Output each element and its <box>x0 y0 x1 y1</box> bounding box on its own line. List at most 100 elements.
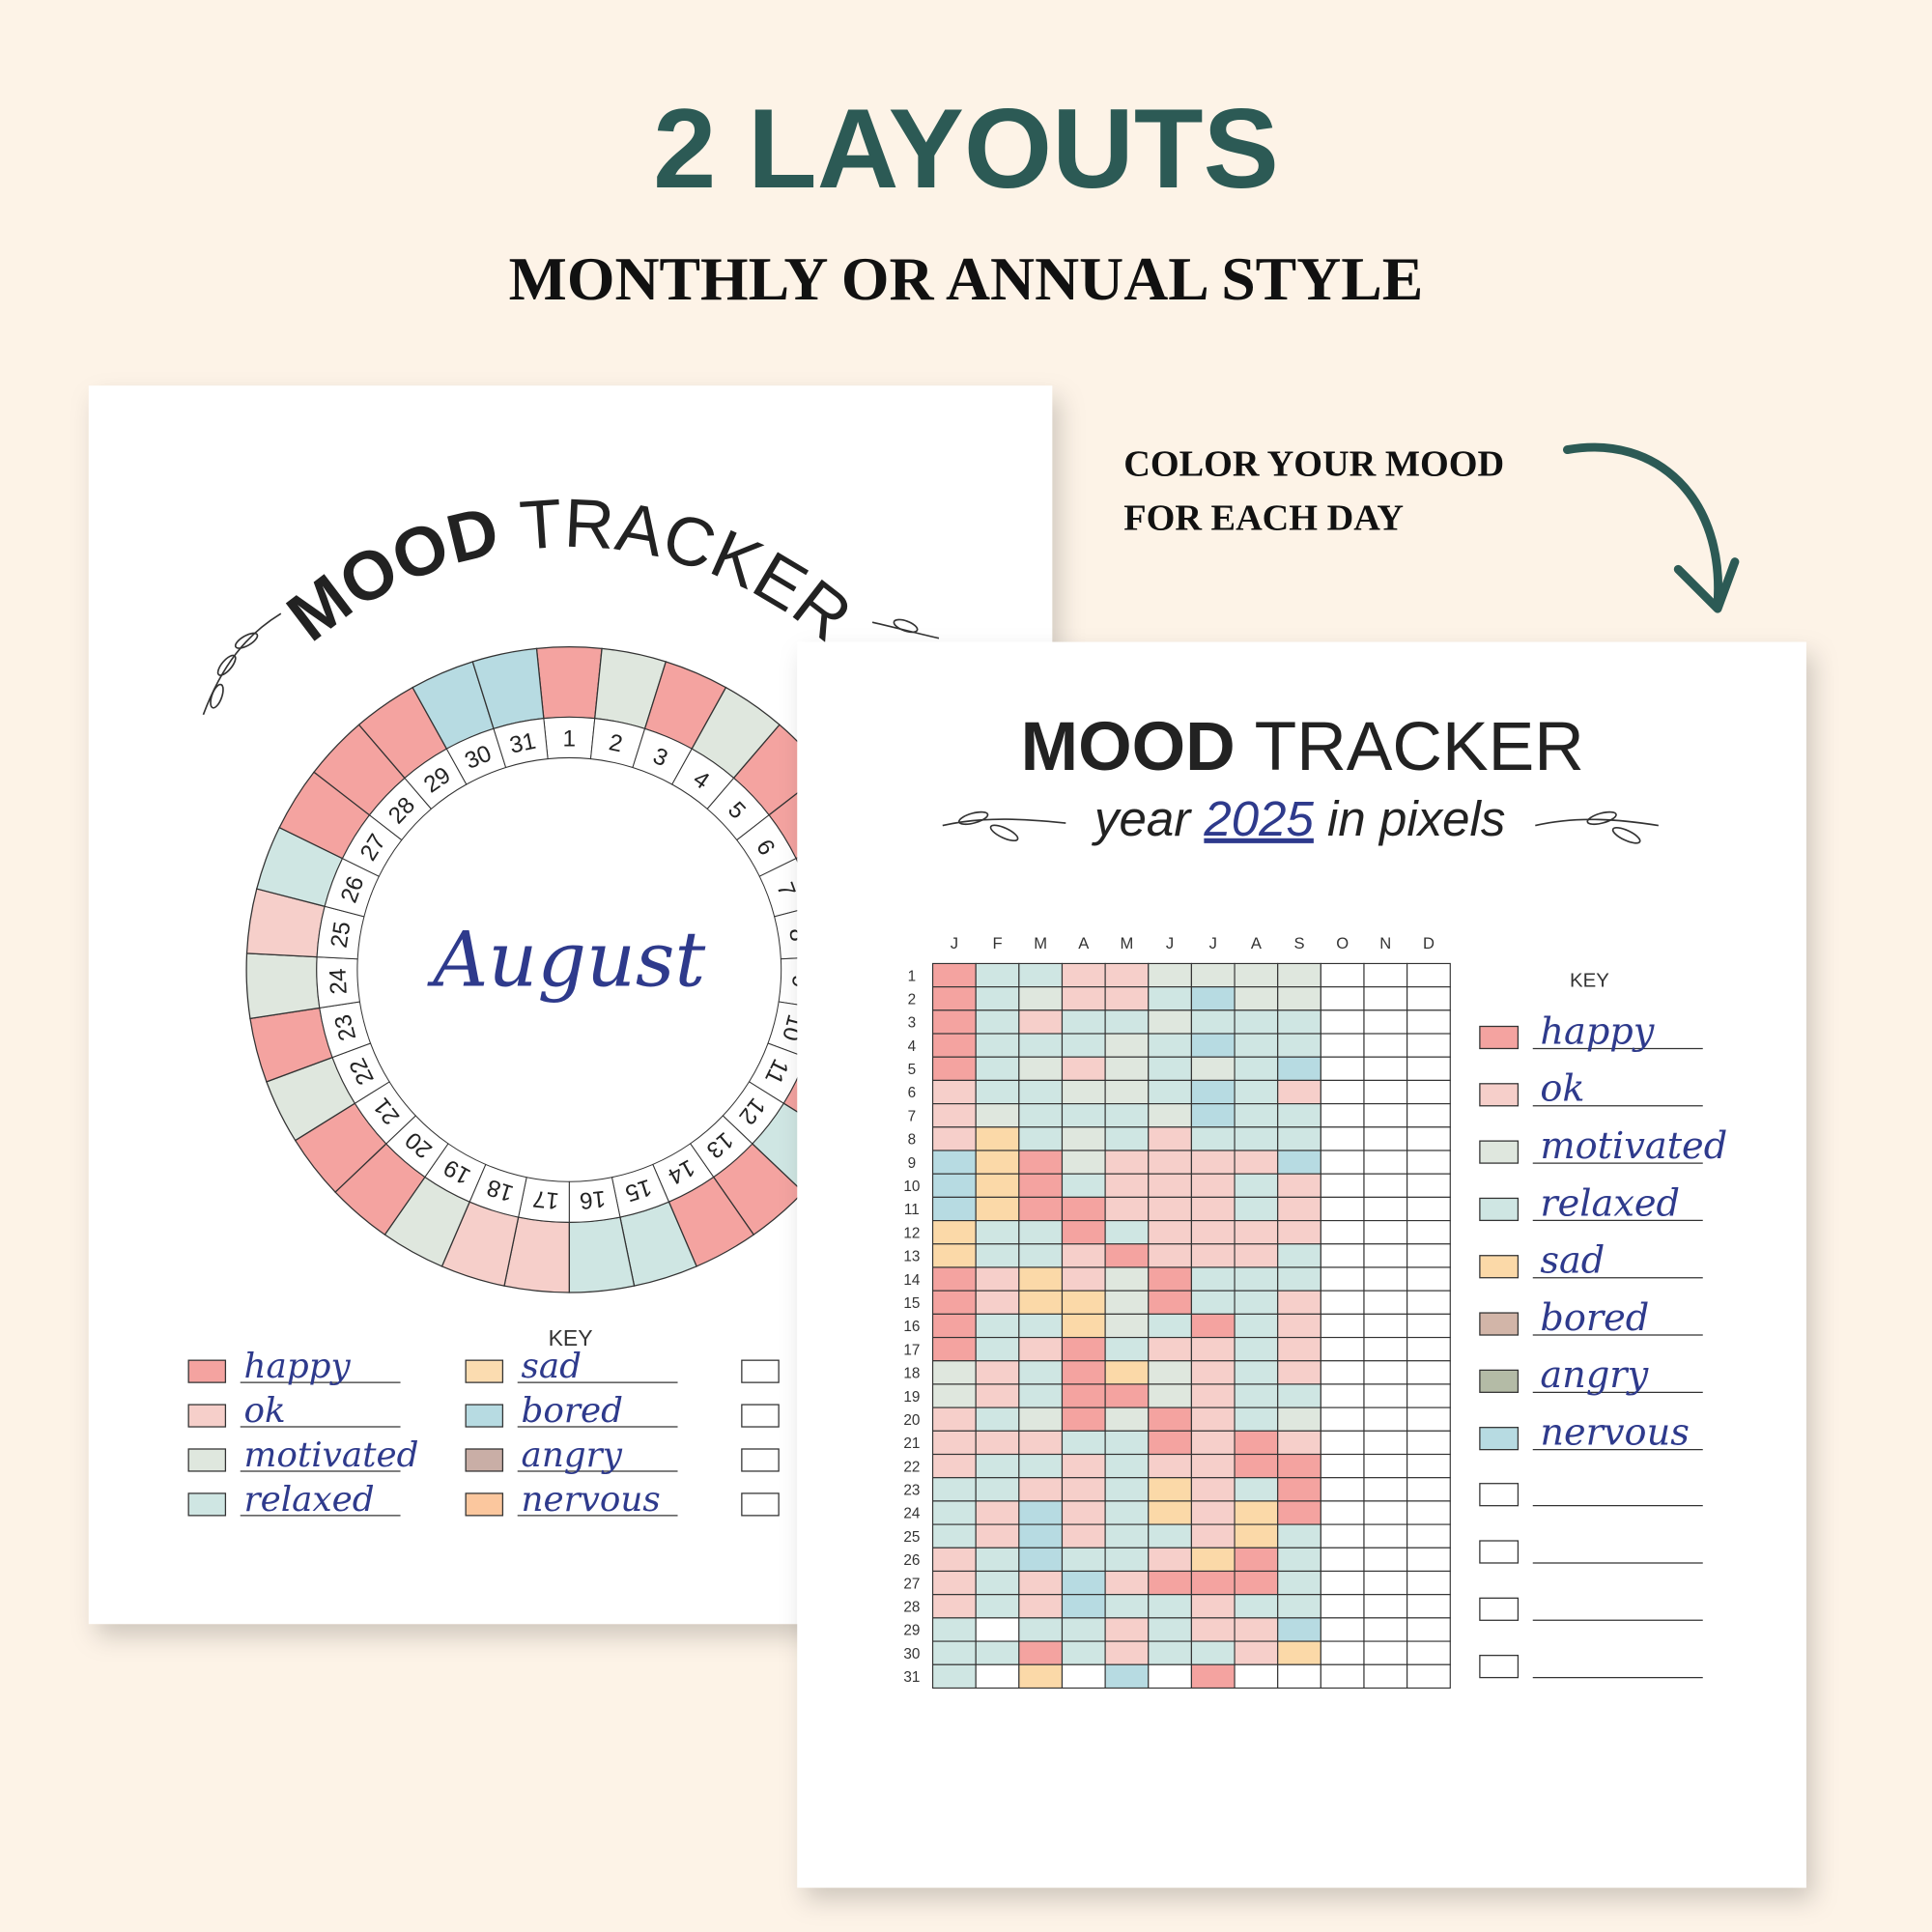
pixel <box>1277 1430 1321 1456</box>
pixel <box>931 1570 977 1596</box>
pixel <box>1018 1126 1064 1151</box>
pixel <box>1148 986 1192 1011</box>
pixel <box>1277 1360 1321 1385</box>
pixel <box>1320 1500 1365 1525</box>
pixel <box>1234 1360 1279 1385</box>
pixel <box>975 1103 1020 1128</box>
pixel <box>1363 1126 1408 1151</box>
pixel <box>975 1594 1020 1619</box>
pixel <box>1148 1430 1192 1456</box>
pixel <box>1277 1640 1321 1665</box>
pixel <box>931 1079 977 1105</box>
pixel <box>1363 1220 1408 1245</box>
day-label: 22 <box>903 1459 920 1475</box>
pixel <box>1190 1196 1236 1222</box>
pixel <box>1406 1103 1451 1128</box>
pixel <box>1277 1453 1321 1479</box>
key-label: motivated <box>1540 1124 1727 1168</box>
day-label: 27 <box>903 1576 920 1592</box>
key-swatch <box>1479 1083 1520 1107</box>
pixel <box>931 1406 977 1432</box>
pixel <box>1018 1477 1064 1502</box>
pixel <box>931 1336 977 1362</box>
pixel <box>1320 1663 1365 1690</box>
pixel <box>975 1500 1020 1525</box>
pixel <box>1406 1150 1451 1175</box>
pixel <box>1277 1290 1321 1315</box>
pixel <box>1018 1033 1064 1058</box>
pixel <box>1061 1056 1106 1081</box>
pixel <box>1406 1266 1451 1292</box>
pixel <box>1061 1430 1106 1456</box>
pixel <box>1190 1150 1236 1175</box>
month-label: J <box>951 934 958 952</box>
pixel <box>1277 1126 1321 1151</box>
pixel <box>1363 1547 1408 1573</box>
day-label: 21 <box>903 1435 920 1452</box>
pixel <box>1190 1033 1236 1058</box>
pixel <box>1363 1266 1408 1292</box>
day-label: 4 <box>908 1038 917 1055</box>
pixel <box>1234 1547 1279 1573</box>
month-label: O <box>1336 934 1349 952</box>
pixel <box>975 962 1020 988</box>
pixel <box>1018 1383 1064 1408</box>
pixel <box>1148 1033 1192 1058</box>
pixel <box>1320 1103 1365 1128</box>
month-label: M <box>1034 934 1047 952</box>
pixel <box>1061 1290 1106 1315</box>
pixel <box>931 1663 977 1690</box>
key-label: bored <box>1540 1296 1649 1340</box>
key-swatch <box>1479 1255 1520 1279</box>
pixel <box>1363 1523 1408 1548</box>
key-swatch-empty <box>1479 1655 1520 1679</box>
pixel <box>1190 1430 1236 1456</box>
pixel <box>1104 1663 1150 1690</box>
pixel <box>931 1453 977 1479</box>
pixel <box>1320 1033 1365 1058</box>
pixel <box>1148 1570 1192 1596</box>
pixel <box>1320 1477 1365 1502</box>
pixel <box>1104 1243 1150 1268</box>
pixel <box>1406 1640 1451 1665</box>
day-label: 26 <box>903 1552 920 1569</box>
pixel <box>1018 1453 1064 1479</box>
mood-segment <box>535 646 603 720</box>
pixel <box>1104 1594 1150 1619</box>
mood-segment <box>245 952 321 1020</box>
pixel <box>1061 1547 1106 1573</box>
pixel <box>1277 1266 1321 1292</box>
pixel <box>975 1406 1020 1432</box>
pixel <box>1234 1570 1279 1596</box>
month-label: D <box>1423 934 1435 952</box>
pixel <box>1061 1079 1106 1105</box>
pixel <box>1363 1570 1408 1596</box>
pixel <box>1406 1523 1451 1548</box>
pixel <box>1363 1594 1408 1619</box>
pixel <box>1277 1336 1321 1362</box>
laurel <box>942 810 1659 844</box>
pixel <box>1277 1196 1321 1222</box>
key-swatch-empty <box>741 1492 780 1517</box>
day-number: 23 <box>329 1011 361 1043</box>
key-swatch-empty <box>1479 1483 1520 1507</box>
key-label: motivated <box>244 1435 419 1475</box>
pixel <box>1148 1453 1192 1479</box>
pixel <box>1190 1500 1236 1525</box>
pixel <box>975 1243 1020 1268</box>
pixel <box>1234 1523 1279 1548</box>
callout-line: FOR EACH DAY <box>1123 497 1404 538</box>
key-swatch-empty <box>741 1404 780 1428</box>
pixel <box>1148 1383 1192 1408</box>
pixel <box>1320 1383 1365 1408</box>
key-label: ok <box>1540 1067 1584 1111</box>
pixel <box>1190 1360 1236 1385</box>
pixel <box>1190 1570 1236 1596</box>
title: 2 LAYOUTS <box>653 85 1279 212</box>
day-label: 14 <box>903 1272 921 1289</box>
pixel <box>1104 962 1150 988</box>
day-label: 20 <box>903 1412 920 1429</box>
day-label: 25 <box>903 1529 920 1546</box>
pixel <box>1406 1173 1451 1198</box>
pixel <box>1148 1009 1192 1035</box>
